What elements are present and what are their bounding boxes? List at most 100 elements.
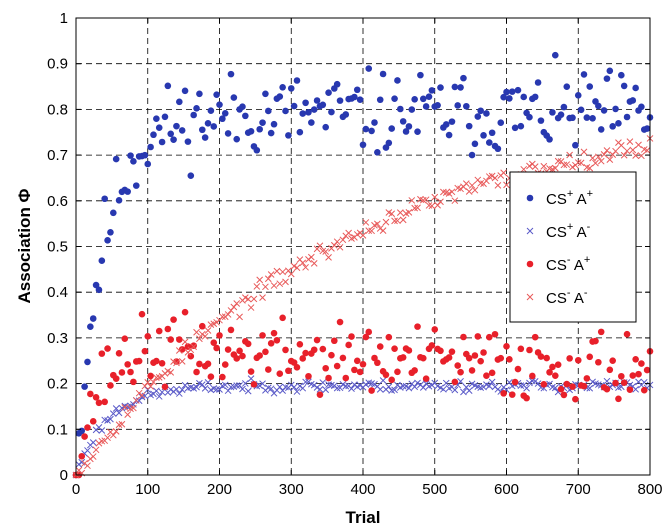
legend-label: CS- A+ [546, 254, 590, 274]
data-point [155, 393, 163, 400]
data-point [520, 165, 528, 173]
data-point [89, 453, 97, 460]
data-point [109, 431, 117, 439]
data-point [293, 364, 301, 371]
data-point [394, 217, 401, 225]
data-point [233, 355, 241, 362]
data-point [250, 381, 258, 388]
data-point [264, 366, 272, 373]
data-point [465, 188, 473, 195]
data-point [356, 96, 364, 103]
data-point [109, 410, 117, 418]
data-point [528, 377, 536, 385]
data-point [434, 102, 441, 109]
data-point [526, 379, 533, 387]
data-point [170, 316, 177, 323]
data-point [580, 71, 588, 78]
data-point [623, 113, 631, 121]
data-point [310, 346, 318, 354]
data-point [468, 151, 476, 159]
data-point [488, 369, 496, 377]
data-point [457, 368, 464, 376]
data-point [457, 377, 464, 385]
data-point [379, 377, 387, 384]
data-point [382, 371, 390, 379]
legend-label-part: CS [546, 257, 567, 274]
data-point [336, 318, 344, 326]
data-point [514, 86, 522, 94]
data-point [213, 386, 220, 393]
data-point [135, 357, 143, 365]
data-point [316, 386, 324, 393]
data-point [411, 204, 419, 212]
data-point [563, 161, 571, 168]
data-point [112, 405, 120, 412]
x-axis-title: Trial [346, 508, 381, 527]
y-tick-label: 0.5 [47, 239, 68, 256]
data-point [629, 372, 637, 379]
data-point [336, 97, 344, 104]
legend-label-part: A [573, 191, 586, 208]
data-point [333, 362, 341, 370]
legend-label-sup: + [584, 254, 590, 266]
data-point [368, 227, 375, 235]
y-tick-label: 0.6 [47, 193, 68, 210]
data-point [242, 112, 249, 120]
data-point [551, 384, 559, 392]
data-point [333, 80, 341, 88]
data-point [422, 196, 430, 204]
data-point [308, 119, 315, 126]
legend-label: CS- A- [546, 287, 588, 307]
data-point [325, 374, 332, 382]
data-point [385, 383, 393, 391]
data-point [638, 360, 645, 367]
data-point [554, 361, 562, 369]
data-point [474, 333, 482, 340]
data-point [95, 439, 103, 447]
data-point [175, 390, 183, 397]
data-point [187, 352, 195, 360]
data-point [399, 118, 407, 125]
data-point [342, 111, 350, 118]
data-point [87, 390, 94, 398]
data-point [276, 370, 284, 378]
data-point [643, 125, 651, 132]
data-point [572, 395, 579, 403]
data-point [221, 381, 229, 389]
x-tick-label: 400 [350, 481, 375, 498]
data-point [153, 387, 160, 395]
data-point [451, 378, 459, 386]
data-point [155, 327, 163, 335]
data-point [620, 151, 628, 159]
data-point [428, 342, 436, 349]
legend-label-sup: + [567, 188, 573, 200]
data-point [394, 77, 401, 84]
data-point [629, 97, 637, 104]
data-point [632, 84, 639, 92]
data-point [534, 380, 542, 387]
data-point [643, 366, 651, 374]
data-point [325, 89, 332, 97]
data-point [310, 259, 318, 267]
data-point [201, 134, 209, 141]
data-point [290, 359, 298, 366]
data-point [224, 130, 232, 137]
data-point [623, 147, 631, 155]
data-point [460, 388, 467, 396]
data-point [78, 427, 86, 435]
data-point [368, 127, 375, 135]
legend-marker [526, 260, 534, 268]
data-point [127, 152, 134, 159]
data-point [101, 398, 108, 406]
data-point [638, 103, 645, 111]
data-point [153, 115, 160, 122]
data-point [339, 236, 347, 244]
x-tick-label: 500 [422, 481, 447, 498]
data-point [563, 83, 571, 90]
data-point [635, 370, 642, 378]
data-point [560, 161, 568, 169]
data-point [132, 397, 140, 404]
data-point [457, 185, 464, 193]
data-point [290, 383, 298, 391]
